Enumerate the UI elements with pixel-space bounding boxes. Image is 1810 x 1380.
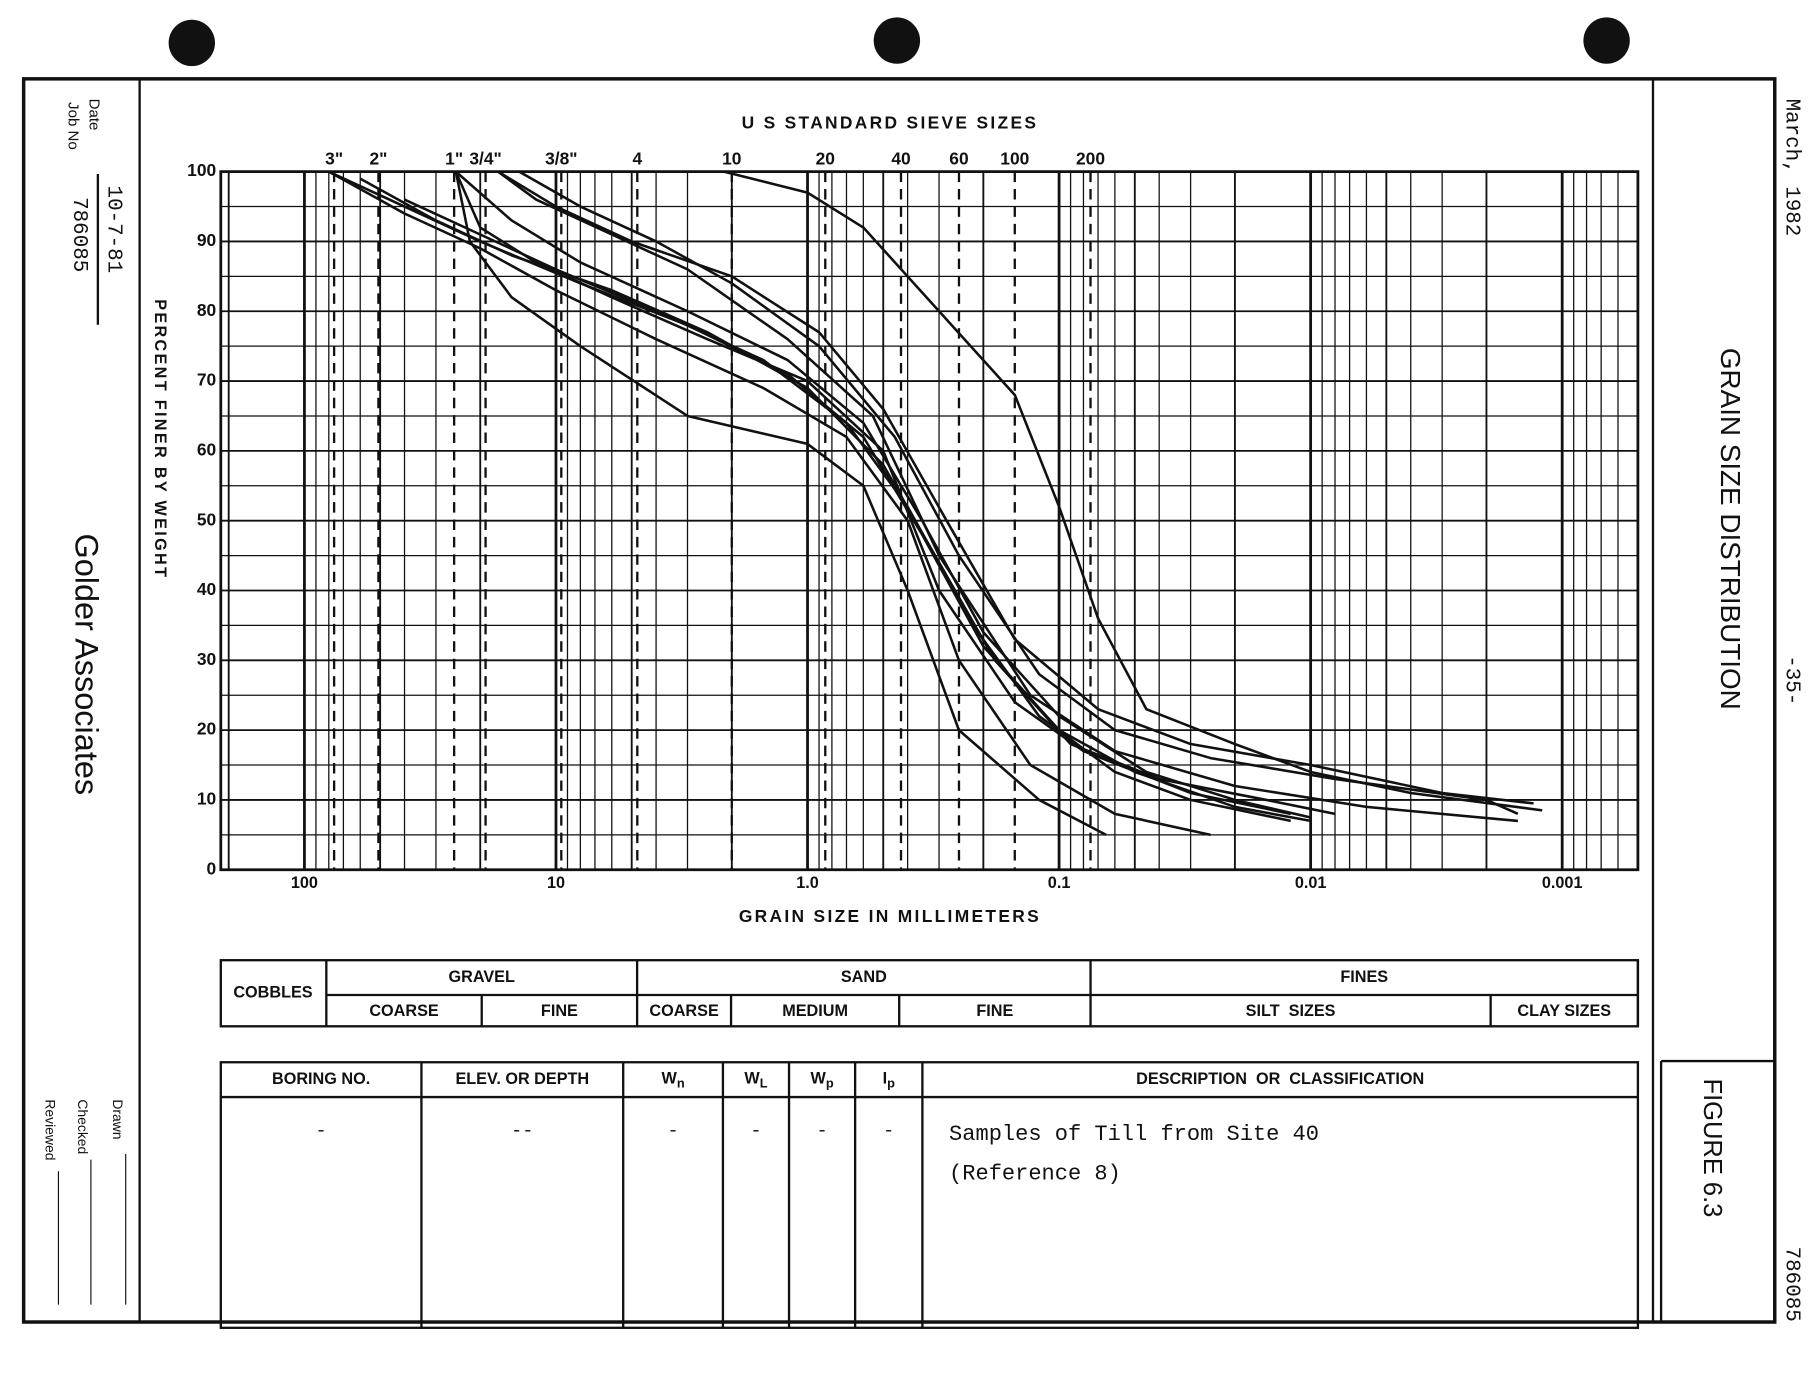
- table-header: BORING NO.: [272, 1070, 370, 1088]
- y-tick-label: 30: [197, 649, 216, 669]
- description-line: (Reference 8): [949, 1161, 1121, 1186]
- frame: [21, 77, 1777, 1324]
- header-sub: p: [887, 1076, 895, 1091]
- table-cell: --: [511, 1121, 533, 1142]
- x-tick-label: 0.01: [1295, 874, 1327, 892]
- y-tick-label: 60: [197, 439, 216, 459]
- sieve-label: 4: [632, 149, 642, 169]
- x-tick-label: 100: [291, 874, 318, 892]
- date-label: Date: [85, 99, 102, 131]
- sieve-label: 1": [445, 149, 463, 169]
- x-tick-label: 10: [547, 874, 565, 892]
- table-header: WL: [744, 1070, 767, 1091]
- class-sub: CLAY SIZES: [1517, 1002, 1611, 1020]
- y-axis-label: PERCENT FINER BY WEIGHT: [151, 299, 169, 579]
- table-cell: -: [316, 1121, 327, 1142]
- grading-curve: [497, 170, 1534, 805]
- y-tick-label: 20: [197, 719, 216, 739]
- y-tick-label: 50: [197, 509, 216, 529]
- grading-curve: [359, 177, 1336, 816]
- y-tick-label: 10: [197, 789, 216, 809]
- grading-curve: [455, 170, 1311, 819]
- class-group: GRAVEL: [449, 968, 515, 986]
- page-number: -35-: [1780, 655, 1803, 705]
- class-sub: MEDIUM: [782, 1002, 848, 1020]
- sieve-label: 10: [722, 149, 741, 169]
- punch-hole: [1583, 17, 1630, 64]
- grading-curve: [497, 170, 1519, 823]
- description-line: Samples of Till from Site 40: [949, 1122, 1319, 1147]
- punch-hole: [873, 17, 921, 64]
- class-group: FINES: [1340, 968, 1388, 986]
- grading-curve: [518, 170, 1519, 816]
- class-sub: COARSE: [369, 1002, 439, 1020]
- class-sub: COARSE: [649, 1002, 719, 1020]
- drawn-label: Drawn: [110, 1099, 126, 1139]
- company: Golder Associates: [68, 533, 104, 795]
- class-sub: SILT SIZES: [1246, 1002, 1336, 1020]
- grading-curve: [403, 198, 1291, 823]
- y-tick-label: 40: [197, 579, 216, 599]
- header-base: W: [811, 1070, 827, 1088]
- table-header: Wn: [662, 1070, 685, 1091]
- y-tick-label: 70: [197, 370, 216, 390]
- y-tick-label: 80: [197, 300, 216, 320]
- table-header: DESCRIPTION OR CLASSIFICATION: [1136, 1070, 1424, 1088]
- plot-border: [219, 170, 1640, 872]
- table-cell: -: [817, 1121, 828, 1142]
- x-axis-label: GRAIN SIZE IN MILLIMETERS: [739, 906, 1041, 926]
- date: 10-7-81: [102, 186, 125, 274]
- class-group: SAND: [841, 968, 887, 986]
- figure-number: FIGURE 6.3: [1698, 1078, 1726, 1217]
- x-tick-label: 0.1: [1048, 874, 1071, 892]
- sieve-label: 2": [369, 149, 387, 169]
- sieve-label: 3/8": [545, 149, 577, 169]
- reviewed-label: Reviewed: [42, 1099, 58, 1160]
- x-tick-label: 1.0: [796, 874, 819, 892]
- y-tick-label: 100: [187, 160, 216, 180]
- job-label: Job No: [64, 102, 81, 150]
- grading-curve: [454, 171, 1107, 836]
- sieve-label: 40: [891, 149, 910, 169]
- sieve-label: 3": [325, 149, 343, 169]
- sieve-label: 3/4": [469, 149, 501, 169]
- x-tick-label: 0.001: [1542, 874, 1583, 892]
- punch-hole: [168, 19, 215, 67]
- class-sub: FINE: [541, 1002, 578, 1020]
- figure-title: GRAIN SIZE DISTRIBUTION: [1715, 348, 1746, 710]
- sieve-label: 60: [949, 149, 968, 169]
- grading-curve: [328, 170, 1211, 837]
- chart-title: U S STANDARD SIEVE SIZES: [742, 113, 1039, 133]
- table-cell: -: [750, 1121, 761, 1142]
- header-sub: p: [826, 1076, 834, 1091]
- header-base: I: [883, 1070, 888, 1088]
- header-sub: n: [677, 1076, 685, 1091]
- sieve-label: 200: [1076, 149, 1105, 169]
- header-sub: L: [760, 1076, 768, 1091]
- header-base: W: [744, 1070, 760, 1088]
- checked-label: Checked: [75, 1099, 91, 1154]
- table-header: ELEV. OR DEPTH: [455, 1070, 589, 1088]
- class-sub: FINE: [976, 1002, 1013, 1020]
- grading-curve: [328, 170, 1311, 823]
- data-table: [219, 1061, 1640, 1329]
- table-header: Ip: [883, 1070, 896, 1091]
- class-label: COBBLES: [233, 984, 312, 1002]
- table-cell: -: [883, 1121, 894, 1142]
- header-base: W: [662, 1070, 678, 1088]
- job-number: 786085: [67, 197, 90, 272]
- sieve-label: 20: [816, 149, 835, 169]
- table-cell: -: [667, 1121, 678, 1142]
- table-header: Wp: [811, 1070, 834, 1091]
- doc-number: 786085: [1780, 1247, 1803, 1322]
- grading-curve: [723, 170, 1543, 812]
- y-tick-label: 0: [206, 858, 216, 878]
- y-tick-label: 90: [197, 230, 216, 250]
- date-stamp: March, 1982: [1780, 99, 1803, 237]
- sieve-label: 100: [1000, 149, 1029, 169]
